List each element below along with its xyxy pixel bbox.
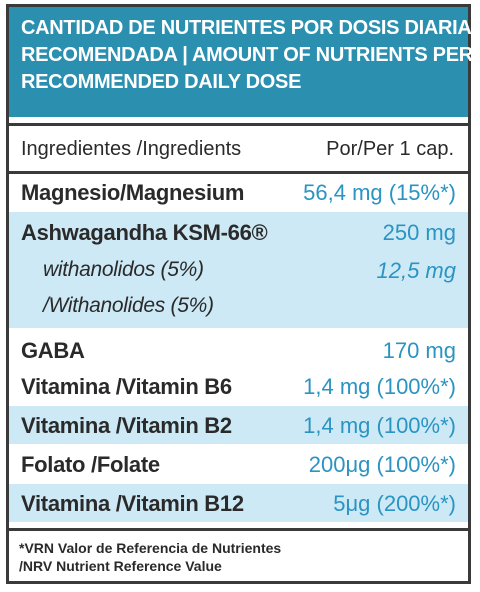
table-header: CANTIDAD DE NUTRIENTES POR DOSIS DIARIA …	[9, 7, 473, 117]
ingredient-name: Folato /Folate	[21, 452, 160, 477]
ingredient-value: 5μg (200%*)	[333, 491, 456, 516]
divider-mid	[9, 171, 468, 174]
divider-top	[9, 123, 468, 126]
ingredient-value: 250 mg	[382, 220, 456, 245]
header-gap	[9, 117, 468, 123]
ingredient-name: Vitamina /Vitamin B2	[21, 413, 232, 438]
ingredient-value: 170 mg	[382, 338, 456, 363]
table-row-folate: Folato /Folate 200μg (100%*)	[9, 446, 468, 482]
ingredient-value: 56,4 mg (15%*)	[303, 180, 456, 205]
column-ingredients: Ingredientes /Ingredients	[21, 138, 242, 160]
sub-ingredient-value: 12,5 mg	[376, 258, 457, 283]
table-row-ashwagandha: Ashwagandha KSM-66® 250 mg withanolidos …	[9, 212, 468, 328]
header-line-3: RECOMMENDED DAILY DOSE	[21, 71, 302, 93]
table-row-vitamin-b6: Vitamina /Vitamin B6 1,4 mg (100%*)	[9, 368, 468, 404]
ingredient-value: 200μg (100%*)	[308, 452, 456, 477]
ingredient-name: Vitamina /Vitamin B12	[21, 491, 244, 516]
header-line-1: CANTIDAD DE NUTRIENTES POR DOSIS DIARIA	[21, 17, 472, 39]
table-row-vitamin-b12: Vitamina /Vitamin B12 5μg (200%*)	[9, 484, 468, 522]
ingredient-name: Ashwagandha KSM-66®	[21, 220, 268, 245]
ingredient-value: 1,4 mg (100%*)	[303, 374, 456, 399]
sub-ingredient-name-en: /Withanolides (5%)	[43, 294, 214, 317]
table-row-magnesium: Magnesio/Magnesium 56,4 mg (15%*)	[9, 174, 468, 210]
sub-ingredient-name: withanolidos (5%)	[43, 258, 204, 281]
column-headers: Ingredientes /Ingredients Por/Per 1 cap.	[9, 129, 468, 169]
ingredient-name: Magnesio/Magnesium	[21, 180, 245, 205]
header-line-2: RECOMENDADA | AMOUNT OF NUTRIENTS PER	[21, 44, 473, 66]
footnote: *VRN Valor de Referencia de Nutrientes /…	[19, 539, 281, 575]
ingredient-value: 1,4 mg (100%*)	[303, 413, 456, 438]
footnote-line-2: /NRV Nutrient Reference Value	[19, 558, 222, 574]
table-row-vitamin-b2: Vitamina /Vitamin B2 1,4 mg (100%*)	[9, 406, 468, 444]
table-row-gaba: GABA 170 mg	[9, 332, 468, 368]
ingredient-name: GABA	[21, 338, 85, 363]
divider-bottom	[9, 528, 468, 531]
ingredient-name: Vitamina /Vitamin B6	[21, 374, 232, 399]
column-per-cap: Por/Per 1 cap.	[326, 138, 454, 160]
nutrition-table: CANTIDAD DE NUTRIENTES POR DOSIS DIARIA …	[6, 4, 473, 584]
footnote-line-1: *VRN Valor de Referencia de Nutrientes	[19, 540, 282, 556]
